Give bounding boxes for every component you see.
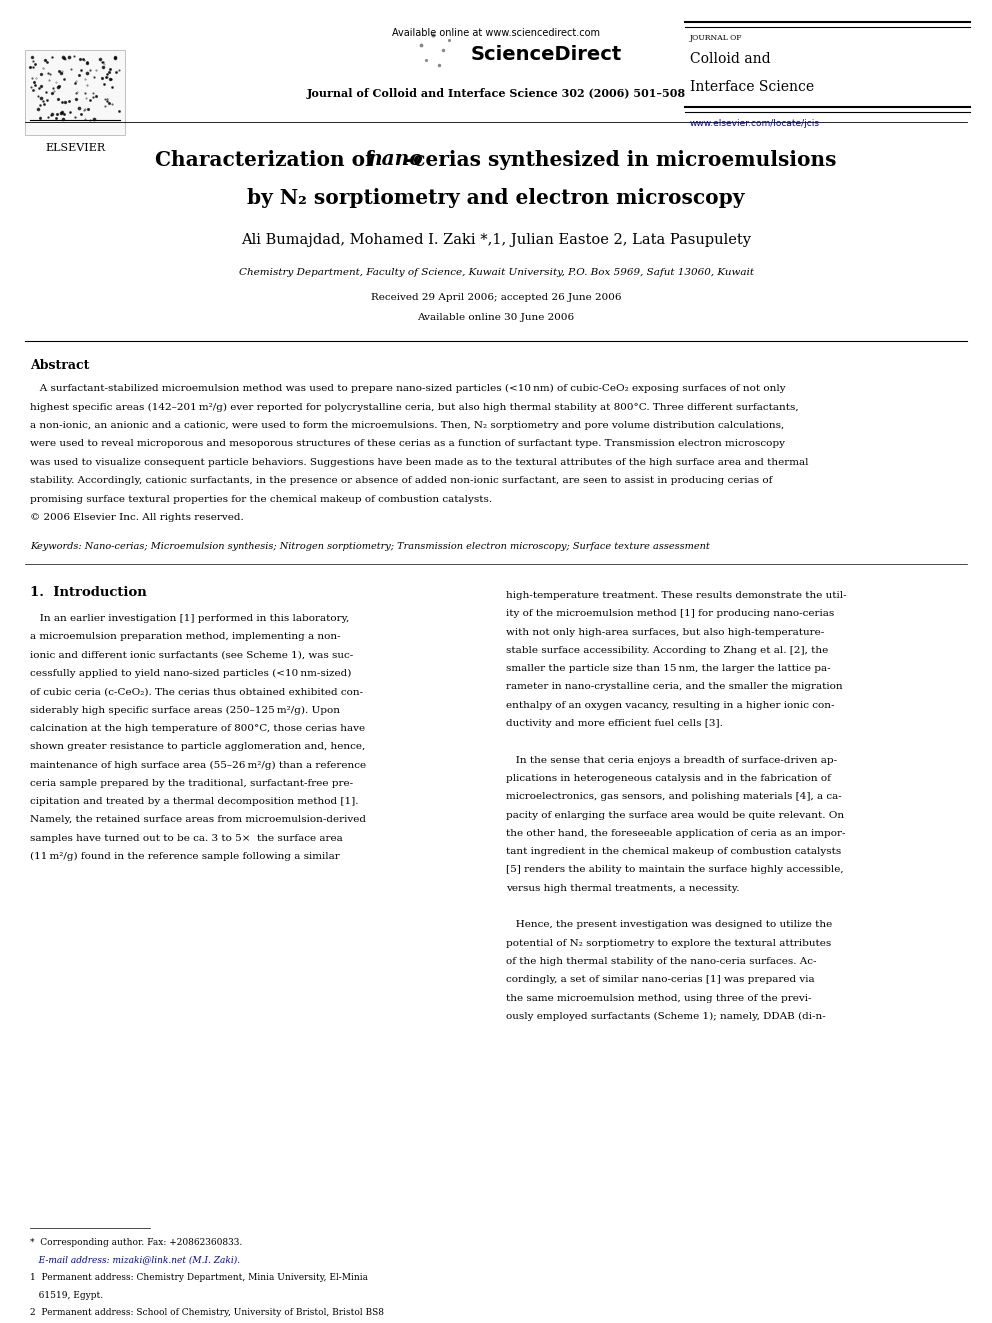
Text: the same microemulsion method, using three of the previ-: the same microemulsion method, using thr… [506,994,811,1003]
Text: pacity of enlarging the surface area would be quite relevant. On: pacity of enlarging the surface area wou… [506,811,844,820]
Text: ELSEVIER: ELSEVIER [45,143,105,153]
Text: were used to reveal microporous and mesoporous structures of these cerias as a f: were used to reveal microporous and meso… [30,439,785,448]
Text: Chemistry Department, Faculty of Science, Kuwait University, P.O. Box 5969, Safu: Chemistry Department, Faculty of Science… [238,269,754,277]
Text: enthalpy of an oxygen vacancy, resulting in a higher ionic con-: enthalpy of an oxygen vacancy, resulting… [506,701,834,710]
Text: [5] renders the ability to maintain the surface highly accessible,: [5] renders the ability to maintain the … [506,865,843,875]
Text: a non-ionic, an anionic and a cationic, were used to form the microemulsions. Th: a non-ionic, an anionic and a cationic, … [30,421,785,430]
Text: ceria sample prepared by the traditional, surfactant-free pre-: ceria sample prepared by the traditional… [30,779,353,787]
Text: JOURNAL OF: JOURNAL OF [690,34,742,42]
Text: Journal of Colloid and Interface Science 302 (2006) 501–508: Journal of Colloid and Interface Science… [307,89,685,99]
Text: cessfully applied to yield nano-sized particles (<10 nm-sized): cessfully applied to yield nano-sized pa… [30,669,351,677]
Bar [25,50,125,135]
Text: 1.  Introduction: 1. Introduction [30,586,147,599]
Text: 2  Permanent address: School of Chemistry, University of Bristol, Bristol BS8: 2 Permanent address: School of Chemistry… [30,1308,384,1316]
Text: tant ingredient in the chemical makeup of combustion catalysts: tant ingredient in the chemical makeup o… [506,847,841,856]
Text: A surfactant-stabilized microemulsion method was used to prepare nano-sized part: A surfactant-stabilized microemulsion me… [30,384,786,393]
Text: 61519, Egypt.: 61519, Egypt. [30,1290,103,1299]
Text: microelectronics, gas sensors, and polishing materials [4], a ca-: microelectronics, gas sensors, and polis… [506,792,842,802]
Text: Available online at www.sciencedirect.com: Available online at www.sciencedirect.co… [392,28,600,38]
Text: E-mail address: mizaki@link.net (M.I. Zaki).: E-mail address: mizaki@link.net (M.I. Za… [30,1256,240,1265]
Text: 1  Permanent address: Chemistry Department, Minia University, El-Minia: 1 Permanent address: Chemistry Departmen… [30,1273,368,1282]
Text: ously employed surfactants (Scheme 1); namely, DDAB (di-n-: ously employed surfactants (Scheme 1); n… [506,1012,825,1021]
Text: Keywords: Nano-cerias; Microemulsion synthesis; Nitrogen sorptiometry; Transmiss: Keywords: Nano-cerias; Microemulsion syn… [30,542,709,550]
Text: cipitation and treated by a thermal decomposition method [1].: cipitation and treated by a thermal deco… [30,796,358,806]
Text: stable surface accessibility. According to Zhang et al. [2], the: stable surface accessibility. According … [506,646,828,655]
Text: maintenance of high surface area (55–26 m²/g) than a reference: maintenance of high surface area (55–26 … [30,761,366,770]
Text: a microemulsion preparation method, implementing a non-: a microemulsion preparation method, impl… [30,632,340,642]
Text: by N₂ sorptiometry and electron microscopy: by N₂ sorptiometry and electron microsco… [247,188,745,208]
Text: Namely, the retained surface areas from microemulsion-derived: Namely, the retained surface areas from … [30,815,366,824]
Text: stability. Accordingly, cationic surfactants, in the presence or absence of adde: stability. Accordingly, cationic surfact… [30,476,773,486]
Text: *  Corresponding author. Fax: +20862360833.: * Corresponding author. Fax: +2086236083… [30,1238,242,1248]
Text: the other hand, the foreseeable application of ceria as an impor-: the other hand, the foreseeable applicat… [506,830,845,837]
Text: nano: nano [368,149,424,169]
Text: of cubic ceria (c-CeO₂). The cerias thus obtained exhibited con-: of cubic ceria (c-CeO₂). The cerias thus… [30,687,363,696]
Text: Colloid and: Colloid and [690,52,771,66]
Text: Interface Science: Interface Science [690,79,814,94]
Text: (11 m²/g) found in the reference sample following a similar: (11 m²/g) found in the reference sample … [30,852,339,861]
Text: www.elsevier.com/locate/jcis: www.elsevier.com/locate/jcis [690,119,820,128]
Text: versus high thermal treatments, a necessity.: versus high thermal treatments, a necess… [506,884,739,893]
Text: Hence, the present investigation was designed to utilize the: Hence, the present investigation was des… [506,921,832,929]
Text: promising surface textural properties for the chemical makeup of combustion cata: promising surface textural properties fo… [30,495,492,504]
Text: cordingly, a set of similar nano-cerias [1] was prepared via: cordingly, a set of similar nano-cerias … [506,975,814,984]
Text: highest specific areas (142–201 m²/g) ever reported for polycrystalline ceria, b: highest specific areas (142–201 m²/g) ev… [30,402,799,411]
Text: calcination at the high temperature of 800°C, those cerias have: calcination at the high temperature of 8… [30,724,365,733]
Text: Abstract: Abstract [30,359,89,372]
Text: © 2006 Elsevier Inc. All rights reserved.: © 2006 Elsevier Inc. All rights reserved… [30,513,244,523]
Text: potential of N₂ sorptiometry to explore the textural attributes: potential of N₂ sorptiometry to explore … [506,939,831,947]
Text: ionic and different ionic surfactants (see Scheme 1), was suc-: ionic and different ionic surfactants (s… [30,651,353,660]
Text: ductivity and more efficient fuel cells [3].: ductivity and more efficient fuel cells … [506,720,723,728]
Text: ity of the microemulsion method [1] for producing nano-cerias: ity of the microemulsion method [1] for … [506,610,834,618]
Text: Received 29 April 2006; accepted 26 June 2006: Received 29 April 2006; accepted 26 June… [371,292,621,302]
Text: shown greater resistance to particle agglomeration and, hence,: shown greater resistance to particle agg… [30,742,365,751]
Text: Characterization of       -cerias synthesized in microemulsions: Characterization of -cerias synthesized … [156,149,836,169]
Text: ScienceDirect: ScienceDirect [471,45,622,65]
Text: of the high thermal stability of the nano-ceria surfaces. Ac-: of the high thermal stability of the nan… [506,957,816,966]
Text: samples have turned out to be ca. 3 to 5×  the surface area: samples have turned out to be ca. 3 to 5… [30,833,343,843]
Text: smaller the particle size than 15 nm, the larger the lattice pa-: smaller the particle size than 15 nm, th… [506,664,830,673]
Text: In the sense that ceria enjoys a breadth of surface-driven ap-: In the sense that ceria enjoys a breadth… [506,755,837,765]
Text: Available online 30 June 2006: Available online 30 June 2006 [418,314,574,321]
Text: In an earlier investigation [1] performed in this laboratory,: In an earlier investigation [1] performe… [30,614,349,623]
Text: siderably high specific surface areas (250–125 m²/g). Upon: siderably high specific surface areas (2… [30,705,340,714]
Text: high-temperature treatment. These results demonstrate the util-: high-temperature treatment. These result… [506,591,846,601]
Text: plications in heterogeneous catalysis and in the fabrication of: plications in heterogeneous catalysis an… [506,774,831,783]
Text: with not only high-area surfaces, but also high-temperature-: with not only high-area surfaces, but al… [506,627,824,636]
Text: Ali Bumajdad, Mohamed I. Zaki *,1, Julian Eastoe 2, Lata Pasupulety: Ali Bumajdad, Mohamed I. Zaki *,1, Julia… [241,233,751,247]
Text: rameter in nano-crystalline ceria, and the smaller the migration: rameter in nano-crystalline ceria, and t… [506,683,842,692]
Text: was used to visualize consequent particle behaviors. Suggestions have been made : was used to visualize consequent particl… [30,458,808,467]
